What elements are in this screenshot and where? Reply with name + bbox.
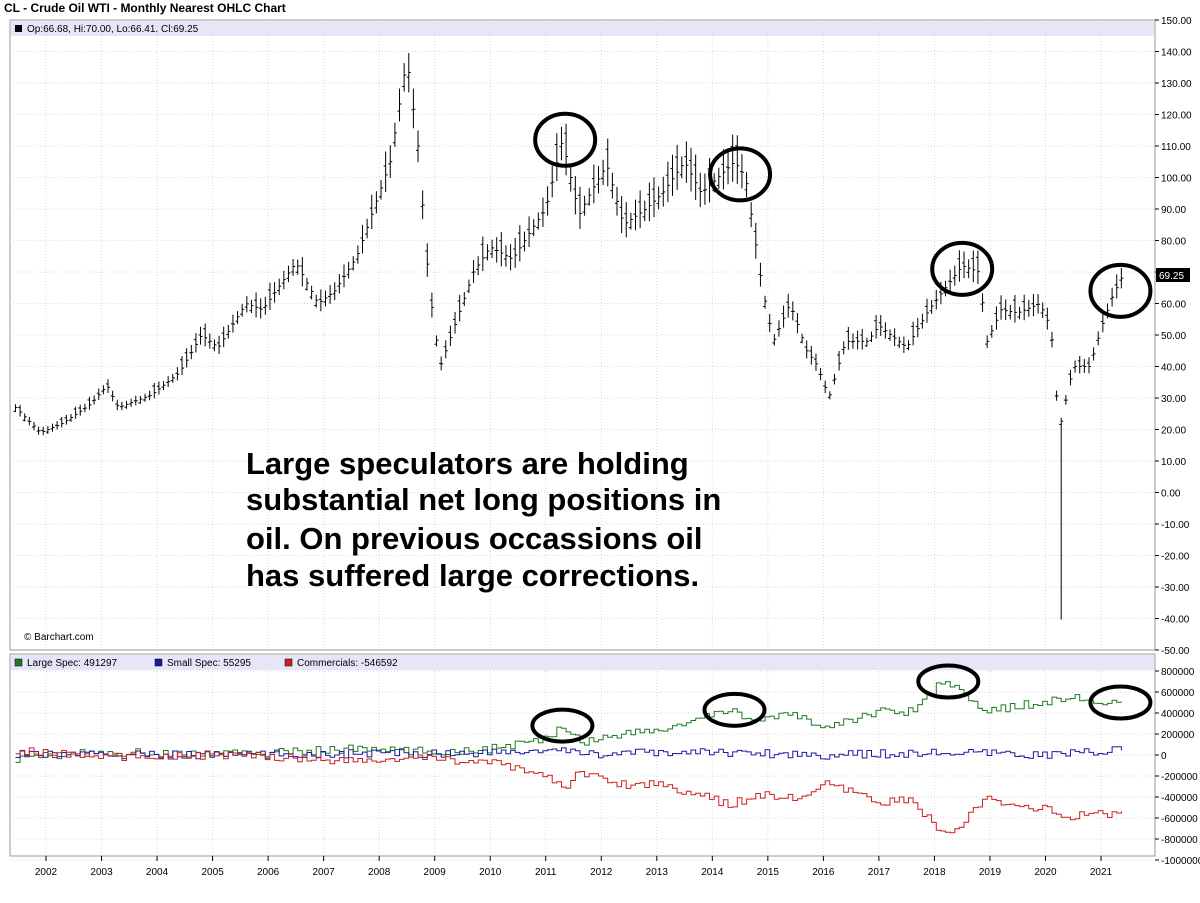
annotation-circle: [530, 707, 595, 744]
ohlc-readout-band: [11, 21, 1154, 36]
cot-legend-band: [11, 655, 1154, 670]
callout-line-2: substantial net long positions in: [246, 482, 721, 517]
x-tick-label: 2004: [146, 867, 169, 878]
annotation-circle: [1088, 262, 1153, 319]
annotation-circle: [533, 111, 598, 168]
cot-tick-label: 200000: [1161, 730, 1195, 741]
price-tick-label: -30.00: [1161, 583, 1190, 594]
price-tick-label: 150.00: [1161, 16, 1192, 27]
annotation-circle: [916, 663, 981, 700]
x-tick-label: 2016: [812, 867, 835, 878]
cot-tick-label: -200000: [1161, 772, 1198, 783]
x-tick-label: 2020: [1034, 867, 1057, 878]
ohlc-readout: Op:66.68, Hi:70.00, Lo:66.41, Cl:69.25: [27, 24, 199, 35]
annotation-circle: [708, 146, 773, 203]
cot-tick-label: -400000: [1161, 793, 1198, 804]
cot-lines: [15, 681, 1122, 834]
annotation-circle: [930, 240, 995, 297]
callout-line-3: oil. On previous occassions oil: [246, 521, 703, 556]
price-tick-label: 100.00: [1161, 174, 1192, 185]
x-tick-label: 2007: [313, 867, 336, 878]
annotation-callout: Large speculators are holding substantia…: [246, 446, 721, 593]
price-tick-label: 20.00: [1161, 426, 1186, 437]
cot-series-commercials: [15, 747, 1122, 834]
price-tick-label: 40.00: [1161, 363, 1186, 374]
cot-legend: Large Spec: 491297 Small Spec: 55295 Comme…: [14, 658, 398, 669]
legend-swatch: [154, 658, 163, 667]
x-tick-label: 2017: [868, 867, 891, 878]
grid-lines: [10, 20, 1155, 861]
watermark: © Barchart.com: [24, 632, 94, 643]
legend-swatch: [284, 658, 293, 667]
price-tick-label: 120.00: [1161, 111, 1192, 122]
legend-label: Commercials: -546592: [297, 658, 398, 669]
x-tick-label: 2009: [424, 867, 447, 878]
x-tick-label: 2019: [979, 867, 1002, 878]
price-tick-label: 50.00: [1161, 331, 1186, 342]
price-tick-label: 130.00: [1161, 79, 1192, 90]
legend-square-black: [15, 25, 22, 32]
legend-label: Small Spec: 55295: [167, 658, 251, 669]
last-price-tag: [1156, 268, 1190, 282]
x-tick-label: 2003: [90, 867, 113, 878]
last-price-label: 69.25: [1159, 271, 1184, 282]
x-axis: 2002 2003 2004 2005 2006 2007 2008 2009 2010 2011…: [35, 856, 1113, 878]
x-tick-label: 2005: [201, 867, 224, 878]
cot-tick-label: 600000: [1161, 688, 1195, 699]
price-tick-label: 30.00: [1161, 394, 1186, 405]
annotation-circle: [1088, 684, 1153, 721]
x-tick-label: 2002: [35, 867, 58, 878]
price-tick-label: -50.00: [1161, 646, 1190, 657]
x-tick-label: 2008: [368, 867, 391, 878]
x-tick-label: 2018: [923, 867, 946, 878]
price-tick-label: -40.00: [1161, 615, 1190, 626]
x-tick-label: 2012: [590, 867, 613, 878]
legend-swatch: [14, 658, 23, 667]
ohlc-bars: [13, 53, 1124, 620]
price-tick-label: 60.00: [1161, 300, 1186, 311]
callout-line-4: has suffered large corrections.: [246, 558, 699, 593]
price-tick-label: -20.00: [1161, 552, 1190, 563]
price-tick-label: 110.00: [1161, 142, 1191, 153]
x-tick-label: 2011: [535, 867, 557, 878]
annotation-circles: [530, 111, 1153, 744]
cot-tick-label: -800000: [1161, 835, 1198, 846]
price-tick-label: 0.00: [1161, 489, 1181, 500]
legend-label: Large Spec: 491297: [27, 658, 118, 669]
price-tick-label: 140.00: [1161, 48, 1192, 59]
cot-tick-label: -1000000: [1161, 856, 1200, 867]
annotation-circle: [702, 691, 767, 728]
price-axis: 150.00 140.00 130.00 120.00 110.00 100.00 90.0…: [1155, 16, 1192, 657]
cot-tick-label: 800000: [1161, 667, 1195, 678]
page-title: CL - Crude Oil WTI - Monthly Nearest OHL…: [4, 1, 286, 15]
price-tick-label: 10.00: [1161, 457, 1186, 468]
cot-axis: 800000 600000 400000 200000 0 -200000 -400000 -…: [1155, 667, 1200, 867]
x-tick-label: 2014: [701, 867, 724, 878]
price-tick-label: -10.00: [1161, 520, 1190, 531]
x-tick-label: 2006: [257, 867, 280, 878]
x-tick-label: 2015: [757, 867, 780, 878]
price-tick-label: 90.00: [1161, 205, 1186, 216]
cot-tick-label: 0: [1161, 751, 1167, 762]
cot-tick-label: -600000: [1161, 814, 1198, 825]
callout-line-1: Large speculators are holding: [246, 446, 689, 481]
x-tick-label: 2013: [646, 867, 669, 878]
x-tick-label: 2010: [479, 867, 502, 878]
price-tick-label: 80.00: [1161, 237, 1186, 248]
x-tick-label: 2021: [1090, 867, 1113, 878]
cot-tick-label: 400000: [1161, 709, 1195, 720]
